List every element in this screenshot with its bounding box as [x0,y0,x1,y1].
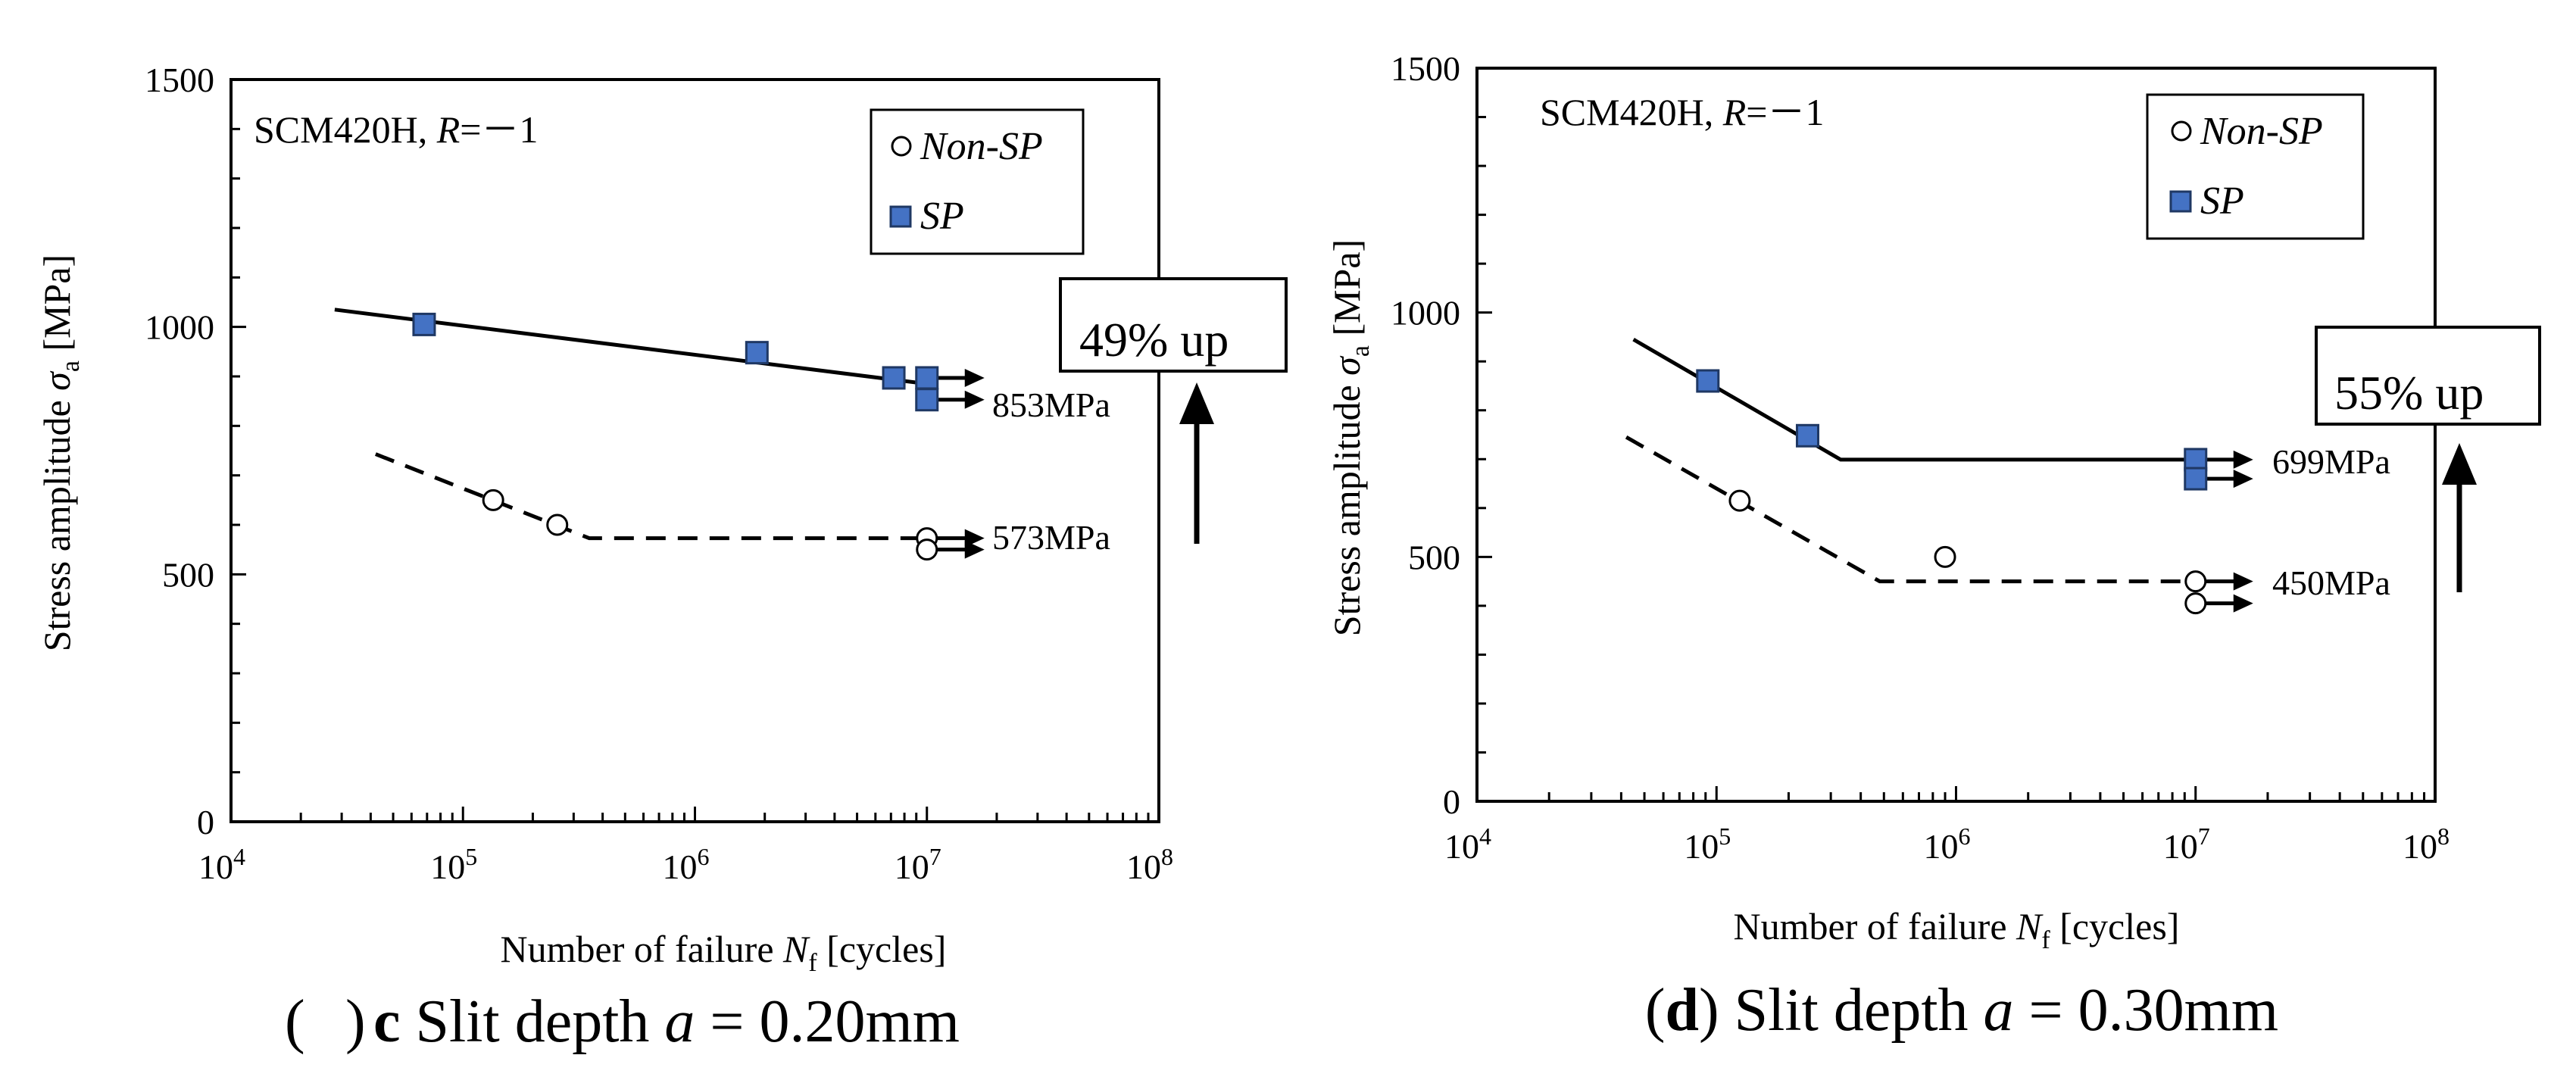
x-tick-label: 106 [663,843,710,886]
sp-limit-label-d: 699MPa [2272,442,2390,481]
callout-box-d [2315,326,2541,426]
increase-arrowhead-d [2442,443,2477,485]
y-tick-label: 1000 [145,308,214,347]
nonsp-data-point [1934,545,1956,568]
sp-limit-label-c: 853MPa [992,385,1110,424]
nonsp-limit-label-d: 450MPa [2272,563,2390,602]
runout-arrowhead [964,368,985,387]
series-nonsp-d [1728,489,2207,615]
axis-ticks-c: 0 500 1000 1500 104 105 106 107 108 [145,61,1173,886]
runout-arrowhead [2233,594,2253,613]
series-nonsp-c [482,488,938,561]
x-axis-title-d: Number of failure Nf [cycles] [1734,905,2180,954]
y-tick-label: 1000 [1391,294,1460,332]
callout-text-c: 49% up [1079,313,1229,367]
x-axis-title-c: Number of failure Nf [cycles] [501,928,947,977]
x-tick-label: 108 [2403,822,2450,866]
sp-data-point [2184,467,2208,491]
sp-data-point [882,366,906,390]
legend-label-nonsp-d: Non-SP [2200,110,2323,153]
sp-data-point [915,366,939,390]
x-tick-label: 105 [430,843,477,886]
caption-d: (d) Slit depth a = 0.30mm [1645,977,2278,1044]
series-sp-c [412,312,939,412]
x-tick-label: 108 [1126,843,1173,886]
x-tick-label: 104 [1444,822,1491,866]
x-tick-label: 107 [895,843,941,886]
y-tick-label: 0 [197,803,214,841]
runout-arrowhead [2233,450,2253,469]
legend-marker-sp-d [2169,190,2192,213]
nonsp-data-point [1728,489,1751,512]
legend-label-sp-c: SP [920,195,964,238]
runout-arrowhead [964,529,985,548]
x-tick-label: 106 [1924,822,1971,866]
y-tick-label: 500 [1408,538,1460,576]
increase-arrowhead-c [1179,382,1214,424]
y-tick-label: 0 [1443,782,1460,821]
legend-box-c [870,108,1085,255]
legend-box-d [2146,93,2365,240]
legend-label-sp-d: SP [2200,179,2244,223]
legend-marker-nonsp-d [2171,120,2192,142]
nonsp-data-point [916,538,938,561]
fit-line-sp-d [1632,338,2196,462]
series-sp-d [1696,369,2208,491]
caption-paren-close-c: ) [345,988,366,1055]
nonsp-data-point [2184,592,2207,615]
caption-paren-open-c: ( [285,988,305,1055]
legend-marker-nonsp-c [891,136,912,157]
caption-c: c Slit depth a = 0.20mm [373,988,960,1055]
runout-arrows-c [934,368,985,559]
y-axis-title-d: Stress amplitude σa [MPa] [1325,239,1375,636]
sp-data-point [412,312,436,336]
sp-data-point [745,341,769,365]
fit-line-nonsp-d [1625,435,2196,584]
panel-d: 0 500 1000 1500 104 105 106 107 108 SCM420H, R=－… [1325,49,2541,1044]
sp-data-point [915,388,939,412]
x-tick-label: 105 [1684,822,1731,866]
y-tick-label: 1500 [1391,49,1460,88]
runout-arrowhead [964,390,985,409]
runout-arrows-d [2203,450,2253,613]
nonsp-limit-label-c: 573MPa [992,518,1110,557]
nonsp-data-point [2184,570,2207,593]
callout-text-d: 55% up [2334,366,2484,420]
material-note-d: SCM420H, R=－1 [1540,91,1824,133]
runout-arrowhead [2233,572,2253,591]
nonsp-data-point [546,513,569,536]
legend-c: Non-SP SP [870,108,1085,255]
panel-c: 0 500 1000 1500 104 105 106 107 108 SCM420H, R=－… [36,61,1288,1055]
y-axis-title-c: Stress amplitude σa [MPa] [36,254,85,651]
runout-arrowhead [2233,470,2253,488]
x-tick-label: 107 [2163,822,2210,866]
runout-arrowhead [964,540,985,559]
material-note-c: SCM420H, R=－1 [254,108,538,151]
sp-data-point [1795,423,1819,448]
fit-line-nonsp-c [374,452,927,541]
legend-marker-sp-c [889,205,912,228]
legend-label-nonsp-c: Non-SP [920,125,1043,168]
callout-box-c [1059,277,1288,373]
sp-data-point [1696,369,1720,393]
y-tick-label: 1500 [145,61,214,99]
axis-ticks-d: 0 500 1000 1500 104 105 106 107 108 [1391,49,2450,866]
y-tick-label: 500 [162,555,214,594]
legend-d: Non-SP SP [2146,93,2365,240]
nonsp-data-point [482,488,504,511]
x-tick-label: 104 [198,843,245,886]
